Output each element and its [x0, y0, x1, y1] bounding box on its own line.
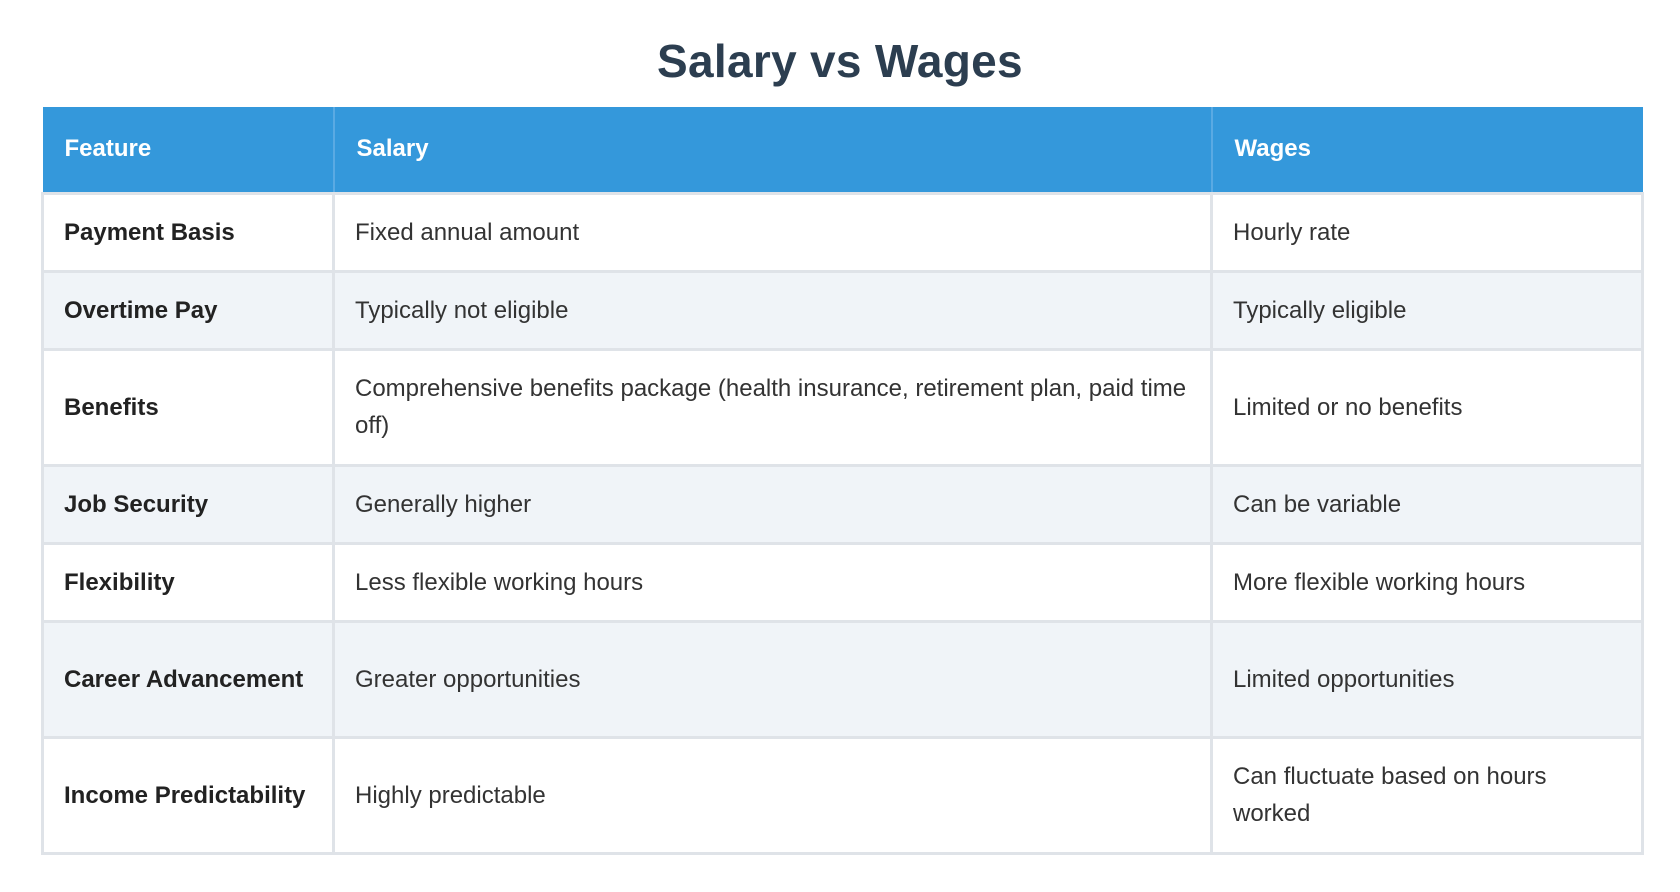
- feature-cell: Income Predictability: [41, 735, 335, 855]
- salary-cell: Less flexible working hours: [332, 541, 1213, 623]
- header-wages: Wages: [1211, 107, 1643, 193]
- salary-cell: Comprehensive benefits package (health i…: [332, 347, 1213, 467]
- comparison-table-container: Feature Salary Wages Payment Basis Fixed…: [41, 107, 1644, 855]
- salary-cell: Greater opportunities: [332, 619, 1213, 739]
- feature-cell: Flexibility: [41, 541, 335, 623]
- salary-cell: Generally higher: [332, 463, 1213, 545]
- wages-cell: Limited or no benefits: [1210, 347, 1644, 467]
- table-header: Feature Salary Wages: [42, 107, 1643, 193]
- salary-cell: Highly predictable: [332, 735, 1213, 855]
- table-row: Payment Basis Fixed annual amount Hourly…: [41, 191, 1644, 273]
- wages-cell: Can be variable: [1210, 463, 1644, 545]
- salary-cell: Typically not eligible: [332, 269, 1213, 351]
- header-feature: Feature: [42, 107, 335, 193]
- table-row: Flexibility Less flexible working hours …: [41, 541, 1644, 623]
- feature-cell: Benefits: [41, 347, 335, 467]
- feature-cell: Payment Basis: [41, 191, 335, 273]
- table-body: Payment Basis Fixed annual amount Hourly…: [41, 191, 1644, 855]
- table-row: Overtime Pay Typically not eligible Typi…: [41, 269, 1644, 351]
- wages-cell: Can fluctuate based on hours worked: [1210, 735, 1644, 855]
- salary-cell: Fixed annual amount: [332, 191, 1213, 273]
- wages-cell: More flexible working hours: [1210, 541, 1644, 623]
- feature-cell: Career Advancement: [41, 619, 335, 739]
- feature-cell: Overtime Pay: [41, 269, 335, 351]
- header-row: Feature Salary Wages: [42, 107, 1643, 193]
- wages-cell: Limited opportunities: [1210, 619, 1644, 739]
- table-row: Job Security Generally higher Can be var…: [41, 463, 1644, 545]
- table-row: Career Advancement Greater opportunities…: [41, 619, 1644, 739]
- comparison-table: Feature Salary Wages Payment Basis Fixed…: [41, 107, 1644, 855]
- wages-cell: Typically eligible: [1210, 269, 1644, 351]
- feature-cell: Job Security: [41, 463, 335, 545]
- table-row: Benefits Comprehensive benefits package …: [41, 347, 1644, 467]
- wages-cell: Hourly rate: [1210, 191, 1644, 273]
- table-row: Income Predictability Highly predictable…: [41, 735, 1644, 855]
- header-salary: Salary: [333, 107, 1213, 193]
- page-title: Salary vs Wages: [657, 35, 1023, 87]
